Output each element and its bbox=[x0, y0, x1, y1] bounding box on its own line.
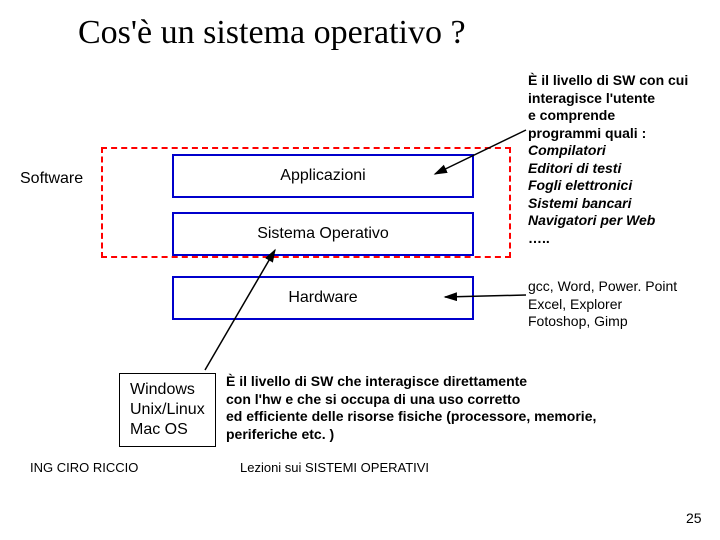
annot-line: programmi quali : bbox=[528, 125, 688, 143]
os-list-box: Windows Unix/Linux Mac OS bbox=[119, 373, 216, 447]
annot-line: È il livello di SW che interagisce diret… bbox=[226, 373, 596, 391]
annot-line: È il livello di SW con cui bbox=[528, 72, 688, 90]
layer-hardware: Hardware bbox=[172, 276, 474, 320]
layer-sistema-operativo: Sistema Operativo bbox=[172, 212, 474, 256]
annot-line: Fogli elettronici bbox=[528, 177, 688, 195]
annot-line: interagisce l'utente bbox=[528, 90, 688, 108]
layer-applicazioni: Applicazioni bbox=[172, 154, 474, 198]
software-label: Software bbox=[20, 170, 83, 188]
annot-line: ….. bbox=[528, 230, 688, 248]
annot-line: Compilatori bbox=[528, 142, 688, 160]
annot-line: Editori di testi bbox=[528, 160, 688, 178]
annot-line: gcc, Word, Power. Point bbox=[528, 278, 677, 296]
layer-applicazioni-label: Applicazioni bbox=[280, 167, 365, 185]
annotation-examples: gcc, Word, Power. Point Excel, Explorer … bbox=[528, 278, 677, 331]
annot-line: Sistemi bancari bbox=[528, 195, 688, 213]
annot-line: periferiche etc. ) bbox=[226, 426, 596, 444]
annotation-sistema-operativo: È il livello di SW che interagisce diret… bbox=[226, 373, 596, 443]
annot-line: Navigatori per Web bbox=[528, 212, 688, 230]
annot-line: Excel, Explorer bbox=[528, 296, 677, 314]
os-line: Mac OS bbox=[130, 420, 205, 440]
footer-author: ING CIRO RICCIO bbox=[30, 460, 138, 475]
page-title: Cos'è un sistema operativo ? bbox=[0, 0, 720, 52]
footer-lecture: Lezioni sui SISTEMI OPERATIVI bbox=[240, 460, 429, 475]
annotation-applicazioni: È il livello di SW con cui interagisce l… bbox=[528, 72, 688, 247]
page-number: 25 bbox=[686, 510, 702, 526]
layer-hw-label: Hardware bbox=[288, 289, 357, 307]
annot-line: e comprende bbox=[528, 107, 688, 125]
annot-line: ed efficiente delle risorse fisiche (pro… bbox=[226, 408, 596, 426]
annot-line: Fotoshop, Gimp bbox=[528, 313, 677, 331]
os-line: Unix/Linux bbox=[130, 400, 205, 420]
os-line: Windows bbox=[130, 380, 205, 400]
layer-so-label: Sistema Operativo bbox=[257, 225, 389, 243]
annot-line: con l'hw e che si occupa di una uso corr… bbox=[226, 391, 596, 409]
